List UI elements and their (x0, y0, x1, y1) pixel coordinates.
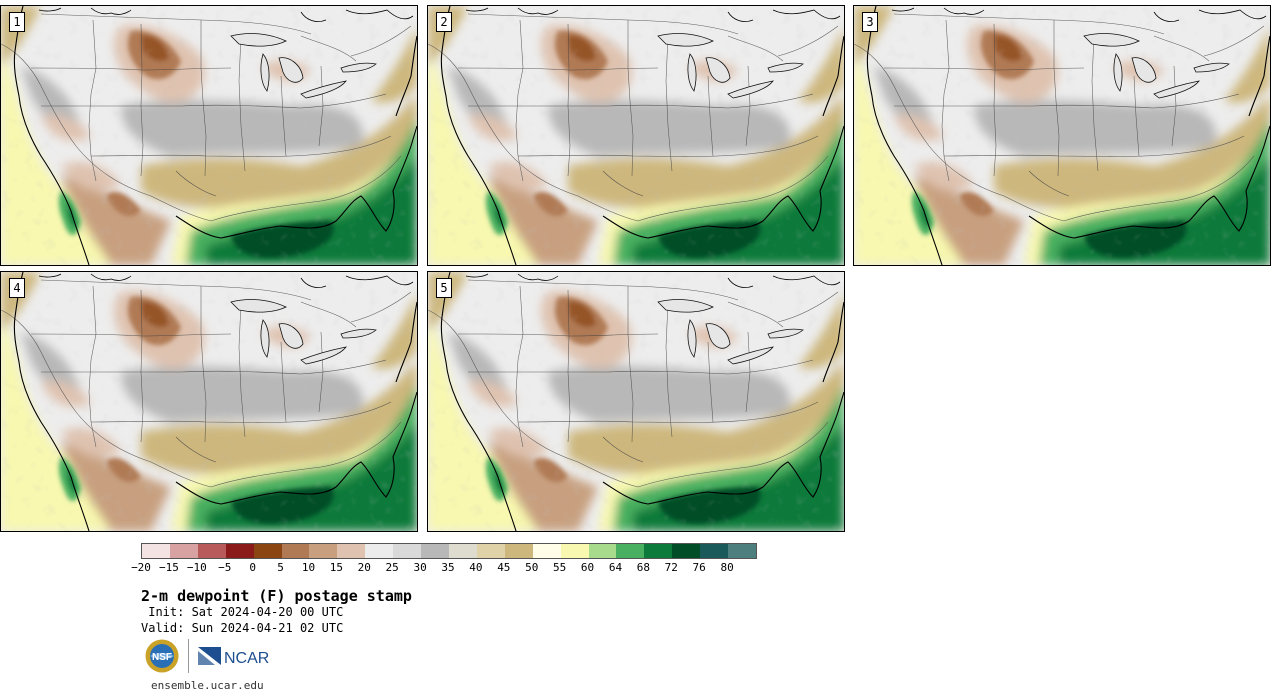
colorbar-segment (365, 544, 394, 558)
panel-number-label: 3 (862, 12, 878, 32)
colorbar-segment (644, 544, 673, 558)
panel-number-label: 2 (436, 12, 452, 32)
dewpoint-map (1, 272, 417, 531)
colorbar-tick-label: −5 (218, 561, 232, 574)
colorbar-segment (421, 544, 449, 558)
colorbar-tick-label: −20 (131, 561, 151, 574)
colorbar-segment (393, 544, 422, 558)
panel-number-label: 1 (9, 12, 25, 32)
colorbar-tick-label: 50 (525, 561, 539, 574)
colorbar-segment (169, 544, 198, 558)
dewpoint-map (428, 272, 844, 531)
map-panel-3: 3 (853, 5, 1271, 266)
ncar-logo-text: NCAR (224, 650, 269, 667)
colorbar-segment (448, 544, 477, 558)
colorbar-tick-label: 10 (301, 561, 316, 574)
colorbar-segment (532, 544, 561, 558)
panel-number-label: 5 (436, 278, 452, 298)
colorbar-tick-label: −10 (186, 561, 207, 574)
colorbar-segment (560, 544, 589, 558)
colorbar-segment (616, 544, 645, 558)
colorbar-tick-label: 30 (413, 561, 427, 574)
colorbar-tick-label: −15 (158, 561, 179, 574)
product-title: 2-m dewpoint (F) postage stamp (141, 587, 412, 605)
colorbar-tick-label: 68 (636, 561, 650, 574)
colorbar-tick-label: 55 (553, 561, 567, 574)
colorbar-tick-label: 72 (664, 561, 678, 574)
colorbar-segment (700, 544, 729, 558)
ncar-logo: NCAR (198, 647, 269, 667)
nsf-logo: NSF (145, 639, 179, 673)
logo-divider (188, 639, 189, 673)
map-panel-4: 4 (0, 271, 418, 532)
dewpoint-map (1, 6, 417, 265)
valid-time: Valid: Sun 2024-04-21 02 UTC (141, 621, 344, 635)
colorbar-tick-label: 25 (385, 561, 399, 574)
colorbar-segment (253, 544, 282, 558)
map-panel-2: 2 (427, 5, 845, 266)
colorbar-segment (309, 544, 338, 558)
map-panel-1: 1 (0, 5, 418, 266)
colorbar-tick-label: 60 (580, 561, 595, 574)
colorbar-segment (728, 544, 756, 558)
colorbar-tick-labels: −20 −15 −10 −5 0 5 10 15 20 25 30 35 40 45 50 55 60 64 68 7… (131, 561, 755, 575)
dewpoint-map (854, 6, 1270, 265)
colorbar-segment (476, 544, 505, 558)
colorbar-tick-label: 0 (249, 561, 256, 574)
nsf-logo-text: NSF (152, 652, 172, 663)
colorbar-tick-label: 80 (720, 561, 734, 574)
colorbar-segment (225, 544, 254, 558)
dewpoint-colorbar (141, 543, 757, 559)
colorbar-segment (337, 544, 366, 558)
colorbar-tick-label: 40 (469, 561, 483, 574)
colorbar-tick-label: 5 (277, 561, 284, 574)
init-time: Init: Sat 2024-04-20 00 UTC (141, 605, 344, 619)
colorbar-tick-label: 45 (497, 561, 511, 574)
colorbar-segment (588, 544, 617, 558)
colorbar-segment (142, 544, 170, 558)
colorbar-tick-label: 20 (357, 561, 371, 574)
colorbar-tick-label: 76 (692, 561, 706, 574)
colorbar-segment (281, 544, 310, 558)
colorbar-segment (672, 544, 701, 558)
colorbar-tick-label: 64 (608, 561, 623, 574)
footer-url: ensemble.ucar.edu (151, 679, 264, 692)
panel-number-label: 4 (9, 278, 25, 298)
colorbar-tick-label: 35 (441, 561, 455, 574)
dewpoint-map (428, 6, 844, 265)
colorbar-tick-label: 15 (329, 561, 343, 574)
colorbar-segment (197, 544, 226, 558)
colorbar-segment (504, 544, 533, 558)
map-panel-5: 5 (427, 271, 845, 532)
